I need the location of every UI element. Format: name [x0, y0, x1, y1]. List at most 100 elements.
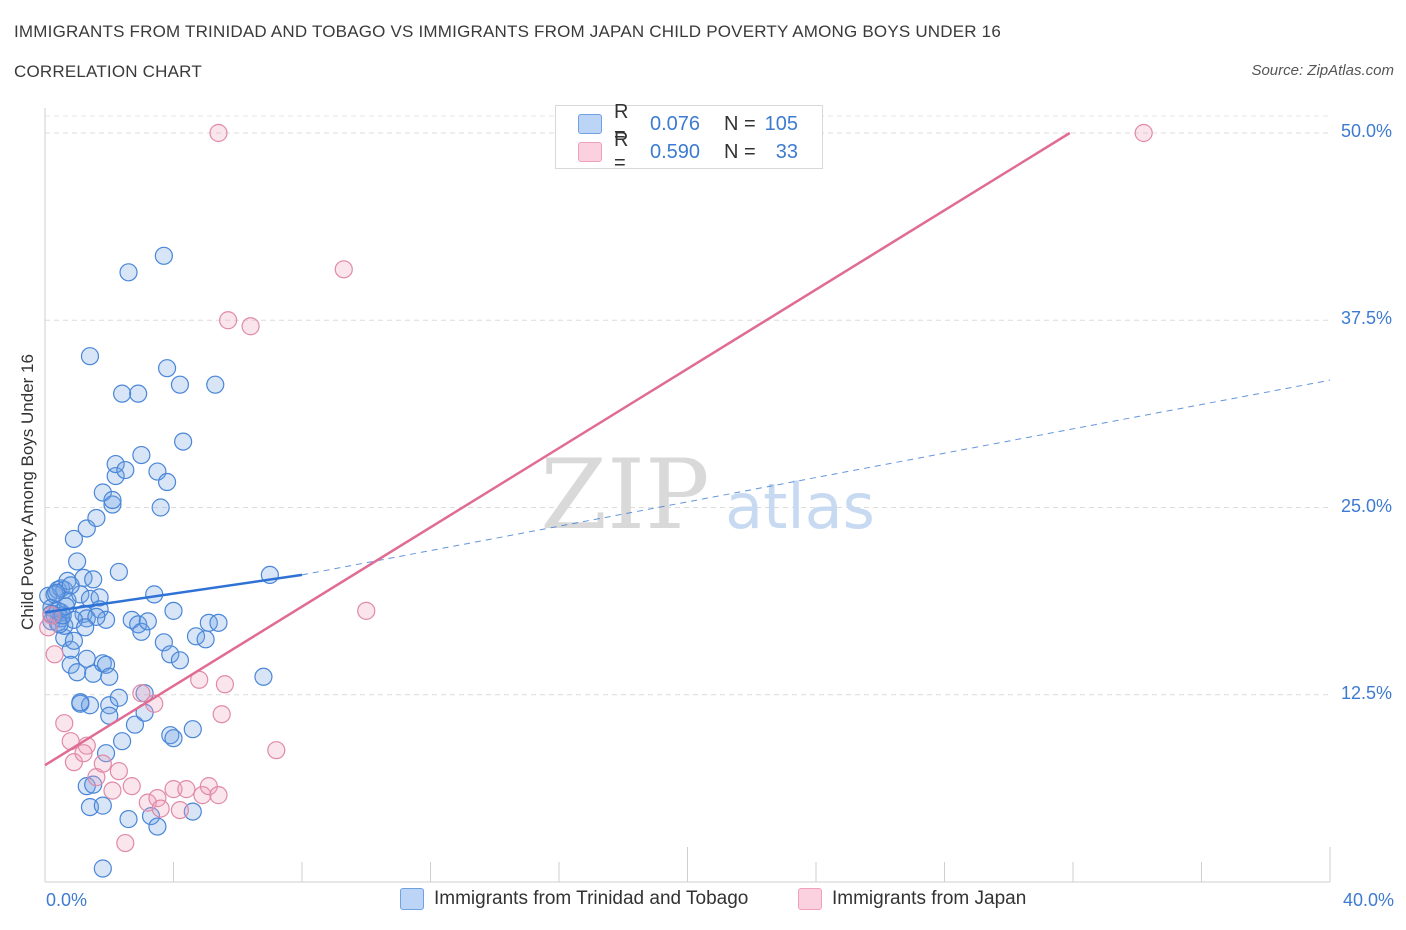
data-point-japan	[164, 780, 183, 799]
data-point-trinidad	[196, 630, 215, 649]
data-point-trinidad	[164, 729, 183, 748]
legend-n-value: 33	[775, 140, 798, 163]
data-point-trinidad	[125, 715, 145, 734]
data-point-trinidad	[161, 645, 180, 664]
source-credit: Source: ZipAtlas.com	[1251, 62, 1394, 79]
series-japan-points	[39, 123, 1153, 853]
data-point-japan	[170, 800, 190, 820]
data-point-trinidad	[157, 472, 177, 492]
data-point-trinidad	[93, 859, 112, 878]
x-tick-label-max: 40.0%	[1342, 890, 1394, 910]
data-point-trinidad	[209, 613, 228, 632]
watermark-zip: ZIP	[540, 439, 709, 551]
bottom-legend-trinidad: Immigrants from Trinidad and Tobago	[400, 888, 748, 910]
data-point-trinidad	[61, 576, 80, 595]
data-point-japan	[219, 311, 238, 330]
data-point-trinidad	[132, 445, 151, 465]
series-trinidad-points	[39, 246, 279, 878]
data-point-japan	[357, 601, 376, 620]
y-tick-label: 12.5%	[1340, 682, 1392, 703]
data-point-trinidad	[100, 696, 119, 715]
legend-r-value: 0.590	[650, 140, 701, 163]
data-point-trinidad	[112, 384, 132, 403]
data-point-trinidad	[129, 384, 148, 403]
bottom-legend-label-trinidad: Immigrants from Trinidad and Tobago	[434, 888, 749, 909]
trend-line-trinidad-extension	[301, 379, 1331, 576]
data-point-japan	[103, 781, 122, 800]
data-point-japan	[241, 317, 260, 336]
legend-n-label: N =	[724, 140, 756, 163]
data-point-trinidad	[71, 693, 90, 712]
data-point-trinidad	[93, 483, 112, 502]
data-point-trinidad	[161, 726, 180, 745]
legend-swatch-japan	[578, 142, 602, 162]
data-point-japan	[116, 833, 135, 853]
data-point-trinidad	[254, 667, 273, 686]
data-point-trinidad	[103, 495, 122, 514]
data-point-japan	[209, 123, 228, 143]
watermark: ZIP atlas	[540, 439, 875, 551]
data-point-trinidad	[80, 347, 100, 366]
chart-subtitle: CORRELATION CHART	[14, 62, 202, 81]
data-point-trinidad	[96, 655, 116, 674]
data-point-trinidad	[116, 460, 135, 480]
stats-legend: R = 0.076 N = 105 R = 0.590 N = 33	[555, 101, 823, 174]
data-point-trinidad	[148, 817, 167, 836]
data-point-trinidad	[93, 796, 112, 815]
data-point-japan	[132, 684, 151, 703]
data-point-trinidad	[119, 809, 138, 829]
data-point-trinidad	[112, 732, 132, 751]
chart-title: IMMIGRANTS FROM TRINIDAD AND TOBAGO VS I…	[14, 22, 1001, 41]
data-point-trinidad	[154, 246, 173, 265]
data-point-trinidad	[87, 607, 106, 626]
data-point-trinidad	[96, 744, 116, 763]
data-point-trinidad	[64, 631, 84, 650]
data-point-trinidad	[174, 432, 193, 451]
data-point-trinidad	[170, 651, 190, 670]
data-point-trinidad	[206, 375, 225, 394]
data-point-trinidad	[106, 454, 125, 474]
data-point-trinidad	[199, 613, 218, 632]
data-point-trinidad	[84, 570, 103, 589]
data-point-trinidad	[76, 618, 95, 637]
data-point-trinidad	[119, 263, 138, 282]
data-point-trinidad	[68, 552, 87, 571]
data-point-japan	[61, 732, 80, 751]
bottom-legend-label-japan: Immigrants from Japan	[832, 888, 1027, 909]
data-point-japan	[209, 786, 228, 805]
legend-n-value: 105	[764, 112, 798, 135]
data-point-trinidad	[138, 612, 157, 631]
data-point-trinidad	[87, 508, 106, 528]
data-point-trinidad	[170, 375, 190, 394]
data-point-japan	[122, 777, 141, 796]
trend-lines	[44, 131, 1331, 767]
data-point-trinidad	[183, 720, 202, 739]
data-point-japan	[109, 762, 128, 781]
data-point-japan	[148, 789, 167, 808]
legend-swatch-trinidad	[578, 114, 602, 134]
legend-row-trinidad: R = 0.076 N = 105	[578, 101, 798, 146]
data-point-trinidad	[164, 601, 183, 620]
trend-line-trinidad	[44, 573, 303, 614]
data-point-trinidad	[61, 655, 80, 674]
data-point-japan	[212, 705, 231, 724]
bottom-legend-swatch-japan	[798, 888, 822, 910]
data-point-japan	[215, 675, 234, 694]
y-tick-label: 50.0%	[1340, 121, 1392, 141]
data-point-trinidad	[157, 359, 177, 378]
data-point-japan	[45, 645, 64, 664]
data-point-japan	[193, 786, 212, 805]
legend-r-label: R =	[614, 129, 629, 174]
data-point-trinidad	[103, 490, 122, 510]
legend-row-japan: R = 0.590 N = 33	[578, 129, 798, 174]
data-point-trinidad	[68, 663, 87, 682]
data-point-trinidad	[100, 667, 119, 686]
data-point-trinidad	[109, 562, 128, 582]
bottom-legend-japan: Immigrants from Japan	[798, 888, 1026, 910]
legend-r-value: 0.076	[650, 112, 701, 135]
data-point-japan	[177, 780, 196, 799]
data-point-japan	[334, 260, 353, 279]
axes	[44, 108, 1331, 883]
y-tick-label: 37.5%	[1340, 308, 1392, 329]
